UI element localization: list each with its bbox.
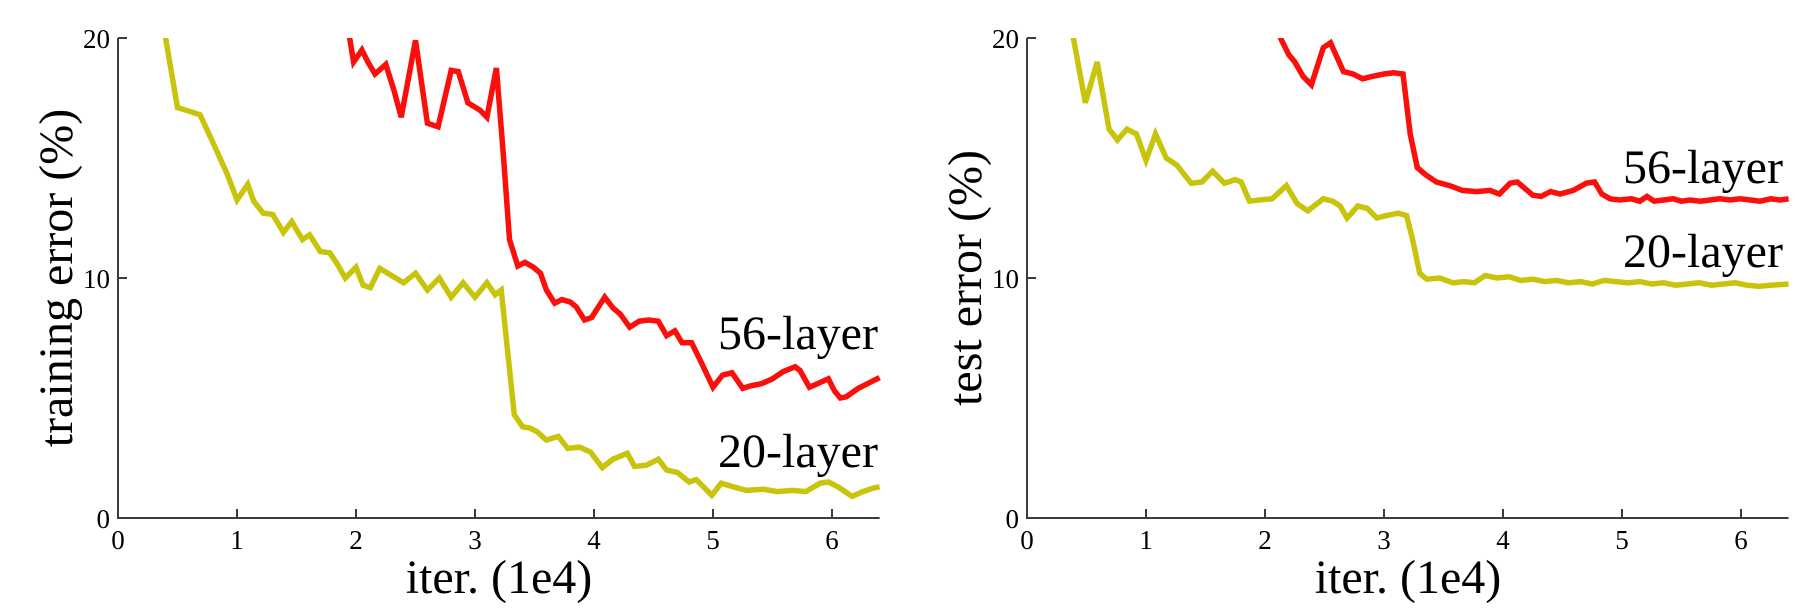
chart-training bbox=[117, 37, 881, 519]
series-line-20-layer-test bbox=[1070, 38, 1789, 290]
y-tick-label: 10 bbox=[992, 264, 1019, 294]
series-label-20-layer-training: 20-layer bbox=[718, 425, 878, 478]
series-label-20-layer-test: 20-layer bbox=[1623, 225, 1783, 278]
y-tick-label: 20 bbox=[83, 24, 110, 54]
xlabel-iter-right: iter. (1e4) bbox=[1314, 551, 1502, 604]
y-tick-label: 0 bbox=[1005, 504, 1020, 534]
x-tick-label: 6 bbox=[825, 525, 839, 555]
x-tick-label: 3 bbox=[1377, 525, 1391, 555]
x-tick-label: 1 bbox=[230, 525, 244, 555]
x-tick-label: 3 bbox=[468, 525, 482, 555]
chart-test bbox=[1026, 37, 1789, 519]
series-line-56-layer-test bbox=[1277, 38, 1789, 205]
x-tick-label: 0 bbox=[111, 525, 125, 555]
x-tick-label: 4 bbox=[587, 525, 601, 555]
y-tick-label: 20 bbox=[992, 24, 1019, 54]
series-label-56-layer-test: 56-layer bbox=[1623, 141, 1783, 194]
x-tick-label: 2 bbox=[1258, 525, 1272, 555]
y-tick-label: 0 bbox=[96, 504, 111, 534]
x-tick-label: 4 bbox=[1496, 525, 1510, 555]
series-line-56-layer-training bbox=[346, 38, 881, 402]
x-tick-label: 0 bbox=[1020, 525, 1034, 555]
x-tick-label: 5 bbox=[706, 525, 720, 555]
x-tick-label: 2 bbox=[349, 525, 363, 555]
x-tick-label: 6 bbox=[1734, 525, 1748, 555]
y-tick-label: 10 bbox=[83, 264, 110, 294]
x-tick-label: 5 bbox=[1615, 525, 1629, 555]
x-tick-label: 1 bbox=[1139, 525, 1153, 555]
xlabel-iter-left: iter. (1e4) bbox=[405, 551, 593, 604]
series-line-20-layer-training bbox=[162, 38, 881, 500]
series-label-56-layer-training: 56-layer bbox=[718, 307, 878, 360]
